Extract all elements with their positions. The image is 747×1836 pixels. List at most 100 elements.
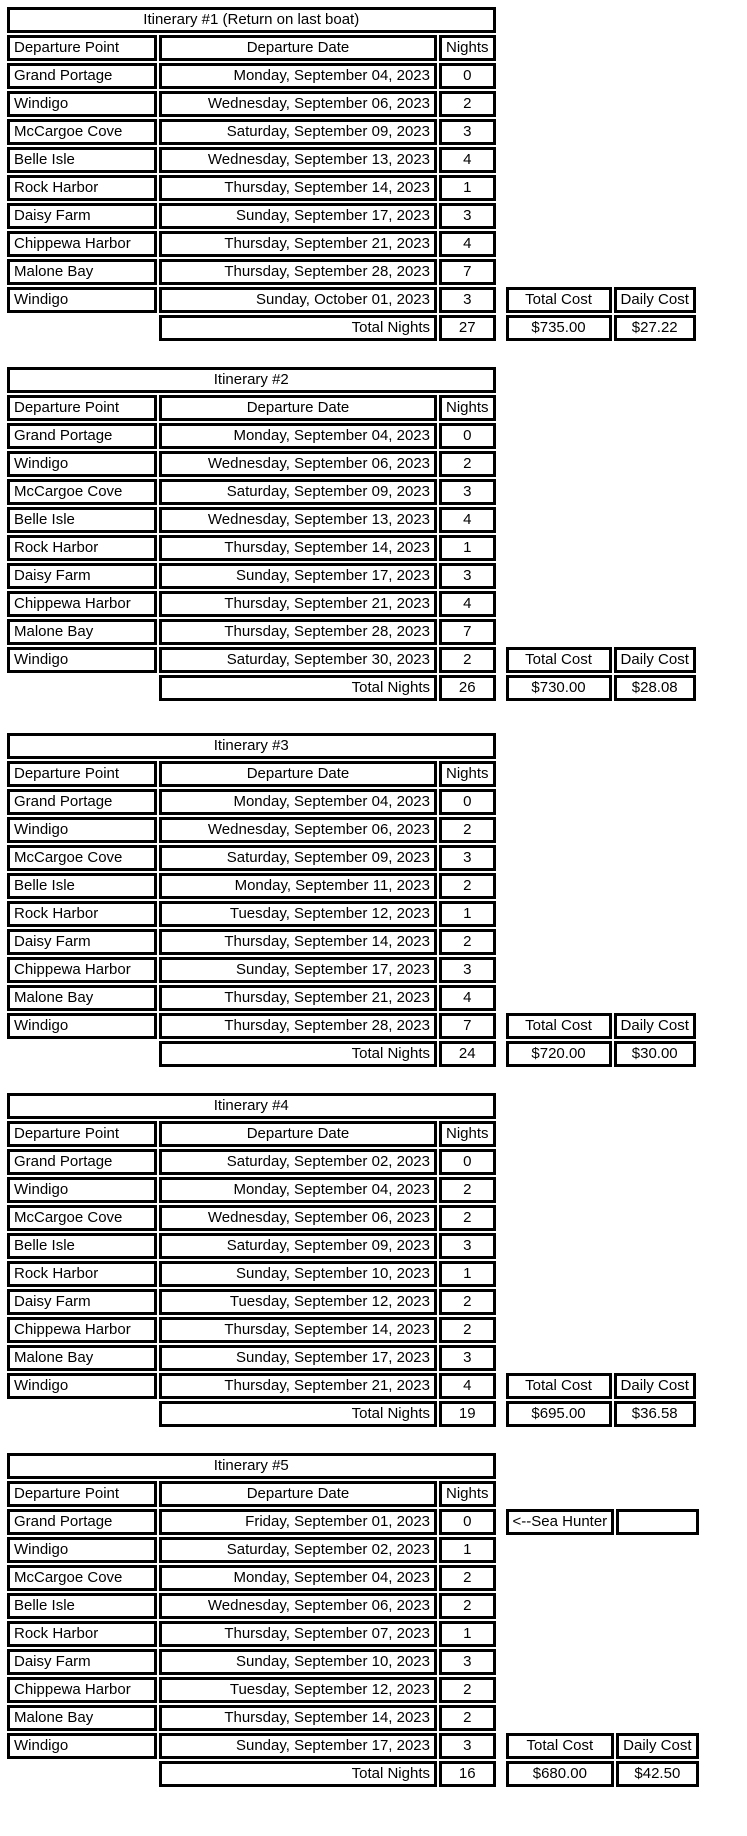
title-row: Itinerary #2 bbox=[7, 367, 696, 393]
table-row: Windigo Monday, September 04, 2023 2 bbox=[7, 1177, 696, 1203]
nights-cell: 3 bbox=[439, 1649, 496, 1675]
table-row: Malone Bay Sunday, September 17, 2023 3 bbox=[7, 1345, 696, 1371]
nights-cell: 1 bbox=[439, 1621, 496, 1647]
departure-date-cell: Thursday, September 21, 2023 bbox=[159, 985, 437, 1011]
table-row: Malone Bay Thursday, September 28, 2023 … bbox=[7, 619, 696, 645]
header-row: Departure Point Departure Date Nights bbox=[7, 1121, 696, 1147]
nights-cell: 4 bbox=[439, 507, 496, 533]
total-nights-value: 27 bbox=[439, 315, 496, 341]
departure-point-cell: Rock Harbor bbox=[7, 175, 157, 201]
title-row: Itinerary #4 bbox=[7, 1093, 696, 1119]
departure-point-cell: Daisy Farm bbox=[7, 203, 157, 229]
itinerary-title: Itinerary #1 (Return on last boat) bbox=[7, 7, 496, 33]
departure-date-cell: Wednesday, September 06, 2023 bbox=[159, 1593, 437, 1619]
departure-point-cell: Daisy Farm bbox=[7, 929, 157, 955]
departure-point-cell: Windigo bbox=[7, 451, 157, 477]
table-row: Windigo Wednesday, September 06, 2023 2 bbox=[7, 91, 696, 117]
table-row: Grand Portage Saturday, September 02, 20… bbox=[7, 1149, 696, 1175]
departure-date-cell: Monday, September 04, 2023 bbox=[159, 423, 437, 449]
table-row: Grand Portage Monday, September 04, 2023… bbox=[7, 789, 696, 815]
departure-date-cell: Monday, September 04, 2023 bbox=[159, 789, 437, 815]
nights-cell: 2 bbox=[439, 1205, 496, 1231]
nights-cell: 2 bbox=[439, 873, 496, 899]
table-row: Malone Bay Thursday, September 28, 2023 … bbox=[7, 259, 696, 285]
nights-cell: 1 bbox=[439, 901, 496, 927]
departure-point-cell: Windigo bbox=[7, 287, 157, 313]
nights-cell: 2 bbox=[439, 1705, 496, 1731]
departure-date-cell: Thursday, September 14, 2023 bbox=[159, 929, 437, 955]
departure-point-cell: Windigo bbox=[7, 1733, 157, 1759]
daily-cost-header: Daily Cost bbox=[616, 1733, 699, 1759]
daily-cost-header: Daily Cost bbox=[613, 1013, 696, 1039]
header-row: Departure Point Departure Date Nights bbox=[7, 761, 696, 787]
departure-point-cell: McCargoe Cove bbox=[7, 119, 157, 145]
departure-point-cell: Windigo bbox=[7, 1013, 157, 1039]
departure-date-cell: Monday, September 04, 2023 bbox=[159, 63, 437, 89]
table-row: Rock Harbor Thursday, September 14, 2023… bbox=[7, 535, 696, 561]
departure-point-cell: Rock Harbor bbox=[7, 901, 157, 927]
nights-cell: 4 bbox=[439, 231, 496, 257]
total-nights-label: Total Nights bbox=[159, 1041, 437, 1067]
total-nights-value: 24 bbox=[439, 1041, 496, 1067]
table-row: Windigo Wednesday, September 06, 2023 2 bbox=[7, 451, 696, 477]
departure-point-cell: Belle Isle bbox=[7, 507, 157, 533]
departure-point-cell: Chippewa Harbor bbox=[7, 957, 157, 983]
departure-point-cell: Belle Isle bbox=[7, 147, 157, 173]
departure-date-cell: Thursday, September 14, 2023 bbox=[159, 535, 437, 561]
nights-cell: 3 bbox=[439, 563, 496, 589]
nights-cell: 2 bbox=[439, 1593, 496, 1619]
departure-date-cell: Thursday, September 28, 2023 bbox=[159, 619, 437, 645]
departure-date-cell: Tuesday, September 12, 2023 bbox=[159, 901, 437, 927]
col-header-departure-point: Departure Point bbox=[7, 395, 157, 421]
table-row: Windigo Saturday, September 02, 2023 1 bbox=[7, 1537, 699, 1563]
table-row: McCargoe Cove Saturday, September 09, 20… bbox=[7, 119, 696, 145]
nights-cell: 4 bbox=[439, 985, 496, 1011]
col-header-departure-point: Departure Point bbox=[7, 1121, 157, 1147]
totals-row: Total Nights 27 $735.00 $27.22 bbox=[7, 315, 696, 341]
table-row: Belle Isle Saturday, September 09, 2023 … bbox=[7, 1233, 696, 1259]
departure-point-cell: Malone Bay bbox=[7, 985, 157, 1011]
departure-point-cell: Windigo bbox=[7, 1177, 157, 1203]
table-row: Rock Harbor Sunday, September 10, 2023 1 bbox=[7, 1261, 696, 1287]
departure-date-cell: Thursday, September 14, 2023 bbox=[159, 175, 437, 201]
daily-cost-header: Daily Cost bbox=[613, 287, 696, 313]
nights-cell: 2 bbox=[439, 1565, 496, 1591]
departure-point-cell: Daisy Farm bbox=[7, 563, 157, 589]
nights-cell: 1 bbox=[439, 175, 496, 201]
departure-point-cell: Windigo bbox=[7, 91, 157, 117]
table-row: Daisy Farm Thursday, September 14, 2023 … bbox=[7, 929, 696, 955]
col-header-departure-date: Departure Date bbox=[159, 761, 437, 787]
departure-date-cell: Saturday, September 02, 2023 bbox=[159, 1537, 437, 1563]
table-row: Windigo Wednesday, September 06, 2023 2 bbox=[7, 817, 696, 843]
departure-point-cell: Chippewa Harbor bbox=[7, 1317, 157, 1343]
col-header-departure-date: Departure Date bbox=[159, 35, 437, 61]
departure-date-cell: Sunday, September 10, 2023 bbox=[159, 1261, 437, 1287]
departure-point-cell: Malone Bay bbox=[7, 259, 157, 285]
total-cost-header: Total Cost bbox=[505, 287, 612, 313]
departure-date-cell: Wednesday, September 06, 2023 bbox=[159, 1205, 437, 1231]
departure-point-cell: McCargoe Cove bbox=[7, 845, 157, 871]
nights-cell: 3 bbox=[439, 119, 496, 145]
nights-cell: 3 bbox=[439, 1345, 496, 1371]
departure-date-cell: Saturday, September 02, 2023 bbox=[159, 1149, 437, 1175]
table-row: Chippewa Harbor Tuesday, September 12, 2… bbox=[7, 1677, 699, 1703]
daily-cost-value: $36.58 bbox=[613, 1401, 696, 1427]
total-cost-value: $695.00 bbox=[505, 1401, 612, 1427]
departure-point-cell: Malone Bay bbox=[7, 1345, 157, 1371]
departure-point-cell: Windigo bbox=[7, 817, 157, 843]
departure-date-cell: Wednesday, September 13, 2023 bbox=[159, 507, 437, 533]
departure-point-cell: Windigo bbox=[7, 1537, 157, 1563]
departure-point-cell: Rock Harbor bbox=[7, 1261, 157, 1287]
departure-date-cell: Wednesday, September 06, 2023 bbox=[159, 451, 437, 477]
header-row: Departure Point Departure Date Nights bbox=[7, 395, 696, 421]
departure-date-cell: Wednesday, September 13, 2023 bbox=[159, 147, 437, 173]
nights-cell: 3 bbox=[439, 845, 496, 871]
departure-date-cell: Thursday, September 28, 2023 bbox=[159, 1013, 437, 1039]
total-nights-label: Total Nights bbox=[159, 315, 437, 341]
departure-date-cell: Wednesday, September 06, 2023 bbox=[159, 91, 437, 117]
col-header-nights: Nights bbox=[439, 1121, 496, 1147]
total-nights-value: 19 bbox=[439, 1401, 496, 1427]
departure-date-cell: Thursday, September 21, 2023 bbox=[159, 1373, 437, 1399]
departure-point-cell: Chippewa Harbor bbox=[7, 231, 157, 257]
